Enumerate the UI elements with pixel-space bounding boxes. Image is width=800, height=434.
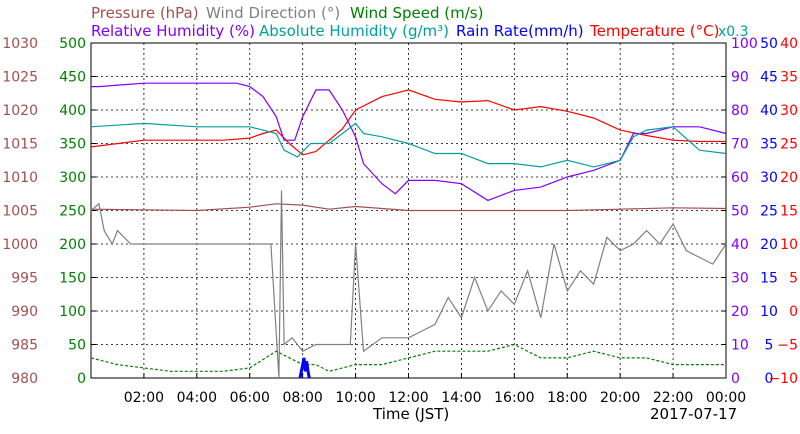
- humidity-tick-label: 0: [731, 371, 740, 387]
- series-wind-speed: [90, 343, 726, 372]
- x-tick-label: 14:00: [441, 390, 481, 406]
- temperature-tick-label: 0: [789, 304, 798, 320]
- legend-rain-rate: Rain Rate(mm/h): [456, 22, 584, 40]
- humidity-tick-label: 100: [731, 36, 758, 52]
- wind-direction-tick-label: 350: [59, 137, 86, 153]
- rain-rate-tick-label: 10: [760, 304, 778, 320]
- humidity-tick-label: 30: [731, 271, 749, 287]
- humidity-tick-label: 80: [731, 103, 749, 119]
- humidity-tick-label: 90: [731, 70, 749, 86]
- rain-rate-tick-label: 45: [760, 70, 778, 86]
- wind-direction-tick-label: 50: [68, 338, 86, 354]
- rain-rate-tick-label: 20: [760, 237, 778, 253]
- legend-relative-humidity: Relative Humidity (%): [91, 22, 255, 40]
- wind-direction-tick-label: 500: [59, 36, 86, 52]
- wind-direction-tick-label: 400: [59, 103, 86, 119]
- temperature-tick-label: 10: [780, 237, 798, 253]
- temperature-tick-label: 15: [780, 204, 798, 220]
- legend: Pressure (hPa) Wind Direction (°) Wind S…: [91, 4, 749, 40]
- x-tick-label: 10:00: [335, 390, 375, 406]
- temperature-tick-label: 35: [780, 70, 798, 86]
- x-tick-label: 20:00: [600, 390, 640, 406]
- series-wind-direction: [90, 190, 727, 379]
- wind-direction-tick-label: 450: [59, 70, 86, 86]
- legend-pressure: Pressure (hPa): [91, 4, 199, 22]
- pressure-tick-label: 1025: [2, 70, 38, 86]
- temperature-tick-label: 20: [780, 170, 798, 186]
- series-rain-rate: [298, 357, 311, 379]
- wind-direction-tick-label: 0: [77, 371, 86, 387]
- rain-rate-tick-label: 15: [760, 271, 778, 287]
- pressure-tick-label: 1000: [2, 237, 38, 253]
- legend-temperature: Temperature (°C): [589, 22, 719, 40]
- series-temperature: [90, 89, 726, 156]
- rain-rate-tick-label: 40: [760, 103, 778, 119]
- humidity-tick-label: 20: [731, 304, 749, 320]
- temperature-tick-label: 25: [780, 137, 798, 153]
- humidity-tick-label: 10: [731, 338, 749, 354]
- rain-rate-tick-label: 50: [760, 36, 778, 52]
- x-tick-label: 02:00: [124, 390, 164, 406]
- date-label: 2017-07-17: [650, 405, 737, 423]
- series-pressure: [90, 203, 727, 212]
- legend-abs-humidity-scale: x0.3: [718, 24, 749, 40]
- grid: 02:00 04:00 06:00 08:00 10:00 12:00 14:00 16:00…: [91, 42, 746, 406]
- wind-direction-tick-label: 100: [59, 304, 86, 320]
- pressure-tick-label: 1005: [2, 204, 38, 220]
- pressure-tick-label: 1030: [2, 36, 38, 52]
- pressure-tick-label: 1020: [2, 103, 38, 119]
- wind-direction-tick-label: 150: [59, 271, 86, 287]
- x-tick-label: 08:00: [282, 390, 322, 406]
- x-tick-label: 22:00: [653, 390, 693, 406]
- x-tick-label: 04:00: [177, 390, 217, 406]
- humidity-tick-label: 70: [731, 137, 749, 153]
- temperature-tick-label: 30: [780, 103, 798, 119]
- wind-direction-tick-label: 250: [59, 204, 86, 220]
- rain-rate-tick-label: 30: [760, 170, 778, 186]
- x-tick-label: 16:00: [494, 390, 534, 406]
- pressure-tick-label: 1015: [2, 137, 38, 153]
- x-tick-label: 12:00: [388, 390, 428, 406]
- pressure-tick-label: 1010: [2, 170, 38, 186]
- humidity-tick-label: 40: [731, 237, 749, 253]
- legend-wind-speed: Wind Speed (m/s): [350, 4, 483, 22]
- legend-wind-direction: Wind Direction (°): [206, 4, 340, 22]
- humidity-tick-label: 50: [731, 204, 749, 220]
- temperature-tick-label: −10: [768, 371, 798, 387]
- temperature-tick-label: 40: [780, 36, 798, 52]
- x-axis-label: Time (JST): [372, 405, 449, 423]
- pressure-tick-label: 985: [11, 338, 38, 354]
- x-tick-label: 00:00: [706, 390, 746, 406]
- wind-direction-tick-label: 300: [59, 170, 86, 186]
- rain-rate-tick-label: 5: [765, 338, 774, 354]
- series-layer: [90, 82, 727, 379]
- rain-rate-tick-label: 25: [760, 204, 778, 220]
- rain-rate-tick-label: 35: [760, 137, 778, 153]
- pressure-tick-label: 980: [11, 371, 38, 387]
- series-absolute-humidity: [90, 122, 727, 168]
- pressure-tick-label: 990: [11, 304, 38, 320]
- axis-labels: 1030102510201015101010051000995990985980…: [2, 36, 798, 387]
- temperature-tick-label: 5: [789, 271, 798, 287]
- x-tick-label: 06:00: [230, 390, 270, 406]
- temperature-tick-label: −5: [777, 338, 798, 354]
- humidity-tick-label: 60: [731, 170, 749, 186]
- legend-absolute-humidity: Absolute Humidity (g/m³): [259, 22, 449, 40]
- rain-rate-tick-label: 0: [765, 371, 774, 387]
- x-tick-label: 18:00: [547, 390, 587, 406]
- wind-direction-tick-label: 200: [59, 237, 86, 253]
- pressure-tick-label: 995: [11, 271, 38, 287]
